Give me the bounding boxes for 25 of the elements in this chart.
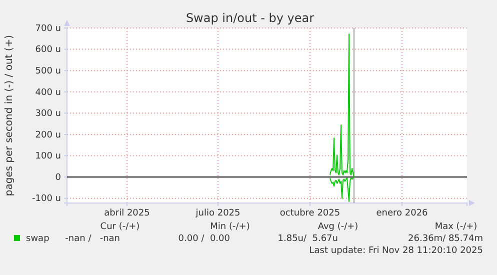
text: Last update: Fri Nov 28 11:20:10 2025 (309, 246, 483, 256)
text: -nan / -nan (65, 234, 120, 244)
text: 26.36m/ 85.74m (408, 234, 483, 244)
y-tick-label: -100 u (32, 194, 61, 204)
y-tick-label: 700 u (35, 24, 61, 34)
text: Avg (-/+) (318, 222, 358, 232)
text: Cur (-/+) (100, 222, 140, 232)
y-tick-label: 100 u (35, 152, 61, 162)
text: Min (-/+) (210, 222, 250, 232)
y-tick-label: 0 (55, 172, 62, 183)
x-tick-label: enero 2026 (376, 208, 428, 218)
text: Max (-/+) (434, 222, 478, 232)
text: 1.85u/ 5.67u (278, 234, 338, 244)
y-tick-label: 500 u (35, 66, 61, 76)
x-tick-label: julio 2025 (194, 208, 240, 218)
x-tick-label: octubre 2025 (280, 208, 340, 218)
text: 0.00 / 0.00 (178, 234, 230, 244)
y-axis-title: pages per second in (-) / out (+) (4, 34, 15, 196)
legend-label: swap (26, 234, 50, 244)
chart-title: Swap in/out - by year (186, 11, 314, 25)
y-tick-label: 600 u (35, 45, 61, 56)
x-tick-label: abril 2025 (104, 208, 150, 218)
y-tick-label: 300 u (35, 109, 61, 120)
y-tick-label: 400 u (35, 88, 61, 98)
y-tick-label: 200 u (35, 130, 61, 140)
